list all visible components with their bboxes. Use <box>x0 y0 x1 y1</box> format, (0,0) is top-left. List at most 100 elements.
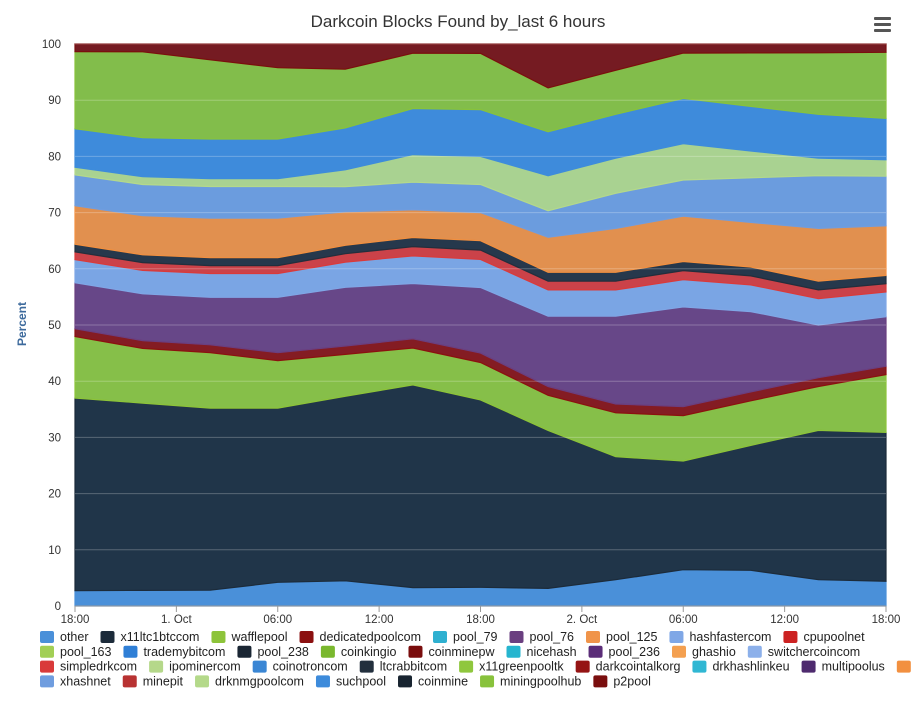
legend-item-pool-76[interactable]: pool_76 <box>509 630 575 644</box>
y-tick-label: 80 <box>48 151 61 163</box>
legend-item-coinkingio[interactable]: coinkingio <box>320 645 397 659</box>
legend-item-x11ltc1btccom[interactable]: x11ltc1btccom <box>100 630 200 644</box>
legend-item-wafflepool[interactable]: wafflepool <box>211 630 288 644</box>
legend-item-coinminepw[interactable]: coinminepw <box>408 645 495 659</box>
legend-item-nicehash[interactable]: nicehash <box>506 645 577 659</box>
legend-item-pool-236[interactable]: pool_236 <box>588 645 660 659</box>
legend-label: suchpool <box>336 674 386 688</box>
legend-item-drkhashlinkeu[interactable]: drkhashlinkeu <box>692 660 790 674</box>
legend-swatch <box>509 631 524 643</box>
chart-menu-button[interactable] <box>868 12 896 38</box>
legend-item-ltcrabbitcom[interactable]: ltcrabbitcom <box>359 660 447 674</box>
legend-swatch <box>692 660 707 673</box>
legend-label: simpledrkcom <box>60 660 137 674</box>
legend-item-ipominercom[interactable]: ipominercom <box>149 660 241 674</box>
menu-hamburger-icon <box>874 17 891 32</box>
x-tick-label: 18:00 <box>61 614 90 626</box>
legend-swatch <box>252 660 267 673</box>
legend-label: drkhashlinkeu <box>712 660 789 674</box>
legend-swatch <box>480 675 495 688</box>
legend-label: coinminepw <box>428 645 495 659</box>
y-tick-label: 40 <box>48 376 61 388</box>
legend-swatch <box>783 631 798 643</box>
legend-item-p2pool[interactable]: p2pool <box>593 674 651 688</box>
legend-swatch <box>40 675 54 688</box>
legend-swatch <box>320 645 335 658</box>
legend-item-drknmgpoolcom[interactable]: drknmgpoolcom <box>195 674 304 688</box>
legend-label: pool_236 <box>609 645 660 659</box>
y-tick-label: 10 <box>48 545 61 557</box>
legend-label: ipominercom <box>169 660 241 674</box>
legend-item-other[interactable]: other <box>40 630 89 644</box>
legend-label: xhashnet <box>60 674 111 688</box>
legend-label: minepit <box>143 674 184 688</box>
y-tick-label: 60 <box>48 264 61 276</box>
legend-swatch <box>588 645 603 658</box>
plot-area <box>74 43 887 607</box>
legend-label: cpupoolnet <box>803 630 865 644</box>
y-tick-label: 30 <box>48 432 61 444</box>
legend-item-trademybitcom[interactable]: trademybitcom <box>123 645 225 659</box>
legend-label: pool_125 <box>606 630 657 644</box>
legend-label: pool_238 <box>257 645 308 659</box>
legend-label: drknmgpoolcom <box>215 674 304 688</box>
legend-item-coinotroncom[interactable]: coinotroncom <box>252 660 348 674</box>
legend-label: switchercoincom <box>768 645 860 659</box>
legend-item-suchpool[interactable]: suchpool <box>315 674 386 688</box>
chart-title: Darkcoin Blocks Found by_last 6 hours <box>311 12 606 31</box>
x-axis: 18:00 1. Oct 06:00 12:00 18:00 2. Oct 06:00 12:… <box>61 605 901 626</box>
legend-swatch <box>100 631 115 643</box>
legend-item-coinmine[interactable]: coinmine <box>398 674 468 688</box>
legend-swatch <box>359 660 374 673</box>
legend-swatch <box>506 645 521 658</box>
legend-label: nicehash <box>527 645 577 659</box>
legend-label: coinotroncom <box>273 660 348 674</box>
legend-item-ghashio[interactable]: ghashio <box>672 645 736 659</box>
legend-label: pool_76 <box>530 630 575 644</box>
legend-swatch <box>195 675 210 688</box>
legend-item-dedicatedpoolcom[interactable]: dedicatedpoolcom <box>299 630 421 644</box>
legend-item-simpledrkcom[interactable]: simpledrkcom <box>40 660 137 674</box>
legend-label: trademybitcom <box>143 645 225 659</box>
legend-label: x11ltc1btccom <box>121 630 200 644</box>
legend-swatch <box>801 660 816 673</box>
legend-swatch <box>433 631 447 643</box>
legend-swatch <box>459 660 474 673</box>
legend-item-pool-79[interactable]: pool_79 <box>433 630 498 644</box>
legend: other x11ltc1btccom wafflepool dedicatedpoo… <box>40 630 916 688</box>
legend-item-drkcif8com[interactable]: drkcif8com <box>896 660 916 674</box>
x-tick-label: 2. Oct <box>567 614 598 626</box>
legend-item-miningpoolhub[interactable]: miningpoolhub <box>480 674 581 688</box>
legend-swatch <box>40 660 54 673</box>
legend-item-hashfastercom[interactable]: hashfastercom <box>669 630 771 644</box>
legend-item-x11greenpooltk[interactable]: x11greenpooltk <box>459 660 564 674</box>
legend-item-cpupoolnet[interactable]: cpupoolnet <box>783 630 865 644</box>
legend-item-minepit[interactable]: minepit <box>122 674 184 688</box>
legend-label: dedicatedpoolcom <box>320 630 421 644</box>
legend-label: x11greenpooltk <box>479 660 564 674</box>
legend-item-darkcointalkorg[interactable]: darkcointalkorg <box>575 660 681 674</box>
legend-item-multipoolus[interactable]: multipoolus <box>801 660 885 674</box>
legend-swatch <box>40 645 54 658</box>
x-tick-label: 06:00 <box>263 614 292 626</box>
legend-swatch <box>398 675 413 688</box>
legend-label: darkcointalkorg <box>596 660 681 674</box>
legend-swatch <box>586 631 600 643</box>
legend-swatch <box>40 631 54 643</box>
legend-item-pool-238[interactable]: pool_238 <box>237 645 309 659</box>
legend-swatch <box>149 660 164 673</box>
legend-label: multipoolus <box>822 660 885 674</box>
y-tick-label: 50 <box>48 320 61 332</box>
legend-item-pool-125[interactable]: pool_125 <box>586 630 657 644</box>
x-tick-label: 12:00 <box>365 614 394 626</box>
legend-item-xhashnet[interactable]: xhashnet <box>40 674 111 688</box>
legend-label: other <box>60 630 89 644</box>
legend-label: wafflepool <box>230 630 287 644</box>
legend-swatch <box>669 631 684 643</box>
legend-swatch <box>672 645 686 658</box>
legend-item-switchercoincom[interactable]: switchercoincom <box>747 645 860 659</box>
y-tick-label: 90 <box>48 95 61 107</box>
legend-swatch <box>408 645 423 658</box>
x-tick-label: 18:00 <box>872 614 901 626</box>
legend-item-pool-163[interactable]: pool_163 <box>40 645 111 659</box>
